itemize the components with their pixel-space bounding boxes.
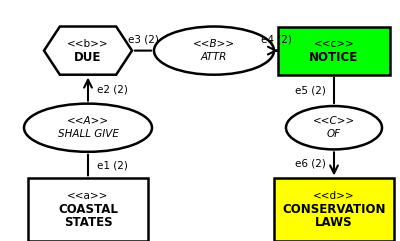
Text: <<a>>: <<a>> [67, 191, 109, 201]
Text: LAWS: LAWS [315, 216, 353, 229]
Text: e4 (2): e4 (2) [260, 34, 292, 44]
FancyBboxPatch shape [28, 178, 148, 241]
Text: SHALL GIVE: SHALL GIVE [58, 129, 118, 139]
Text: <<d>>: <<d>> [313, 191, 355, 201]
Text: e2 (2): e2 (2) [96, 84, 128, 94]
Text: NOTICE: NOTICE [309, 51, 359, 64]
Text: <<b>>: <<b>> [67, 39, 109, 49]
FancyBboxPatch shape [278, 27, 390, 75]
Text: ATTR: ATTR [201, 52, 227, 62]
Text: e3 (2): e3 (2) [128, 34, 158, 44]
FancyBboxPatch shape [274, 178, 394, 241]
Ellipse shape [286, 106, 382, 149]
Ellipse shape [24, 104, 152, 152]
Text: STATES: STATES [64, 216, 112, 229]
Text: e1 (2): e1 (2) [96, 160, 128, 170]
Polygon shape [44, 27, 132, 75]
Text: <<B>>: <<B>> [193, 39, 235, 49]
Text: COASTAL: COASTAL [58, 203, 118, 216]
Text: CONSERVATION: CONSERVATION [282, 203, 386, 216]
Text: e6 (2): e6 (2) [294, 159, 326, 169]
Text: <<c>>: <<c>> [314, 39, 354, 49]
Text: OF: OF [327, 129, 341, 139]
Ellipse shape [154, 27, 274, 75]
Text: e5 (2): e5 (2) [294, 85, 326, 95]
Text: <<C>>: <<C>> [313, 116, 355, 126]
Text: <<A>>: <<A>> [67, 116, 109, 126]
Text: DUE: DUE [74, 51, 102, 64]
